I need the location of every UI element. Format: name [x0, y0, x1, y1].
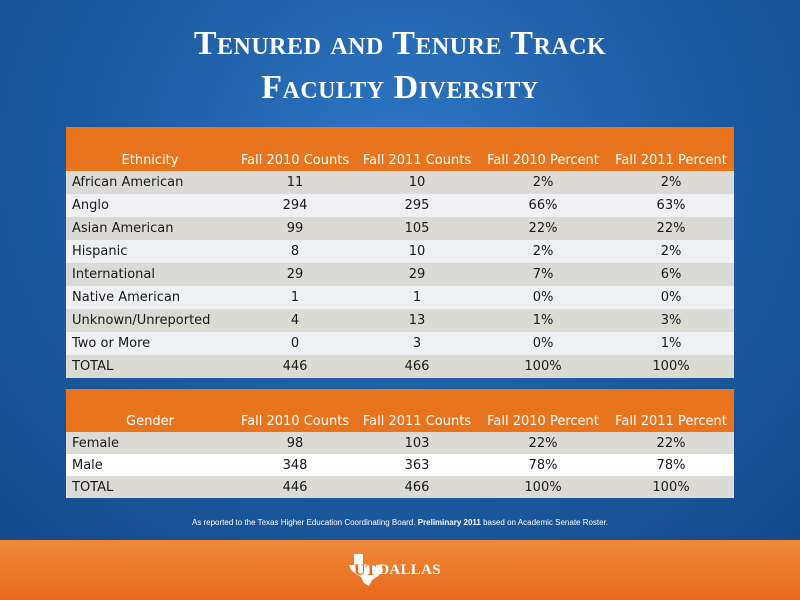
table-cell: 29	[356, 263, 478, 286]
column-header: Fall 2010 Counts	[234, 389, 356, 432]
table-cell: 98	[234, 432, 356, 454]
table-cell: 22%	[608, 432, 734, 454]
table-cell: 4	[234, 309, 356, 332]
table-cell: 0%	[478, 286, 608, 309]
table-cell: 295	[356, 194, 478, 217]
logo-ut-text: UT	[354, 562, 377, 579]
row-label: Female	[66, 432, 234, 454]
table-cell: 6%	[608, 263, 734, 286]
table-row: African American 11 10 2% 2%	[66, 171, 734, 194]
gender-table: Gender Fall 2010 Counts Fall 2011 Counts…	[66, 389, 734, 498]
total-row: TOTAL 446 466 100% 100%	[66, 355, 734, 378]
table-cell: 22%	[478, 432, 608, 454]
table-row: Asian American 99 105 22% 22%	[66, 217, 734, 240]
table-cell: 1	[234, 286, 356, 309]
column-header: Fall 2011 Percent	[608, 127, 734, 171]
table-cell: 78%	[478, 454, 608, 476]
row-label: Native American	[66, 286, 234, 309]
table-row: Female 98 103 22% 22%	[66, 432, 734, 454]
table-cell: 100%	[608, 355, 734, 378]
total-row: TOTAL 446 466 100% 100%	[66, 476, 734, 498]
table-cell: 0	[234, 332, 356, 355]
footnote-bold-text: Preliminary 2011	[417, 518, 481, 527]
table-cell: 446	[234, 355, 356, 378]
table-cell: 466	[356, 355, 478, 378]
table-cell: 78%	[608, 454, 734, 476]
logo-dallas-text: Dallas	[378, 561, 441, 578]
table-cell: 2%	[478, 240, 608, 263]
ethnicity-table: Ethnicity Fall 2010 Counts Fall 2011 Cou…	[66, 127, 734, 378]
footer-bar	[0, 540, 800, 600]
table-cell: 22%	[608, 217, 734, 240]
table-row: International 29 29 7% 6%	[66, 263, 734, 286]
table-cell: 1%	[608, 332, 734, 355]
table-cell: 22%	[478, 217, 608, 240]
table-cell: 13	[356, 309, 478, 332]
table-cell: 348	[234, 454, 356, 476]
table-cell: 100%	[478, 355, 608, 378]
table-row: Unknown/Unreported 4 13 1% 3%	[66, 309, 734, 332]
table-cell: 2%	[608, 171, 734, 194]
table-cell: 0%	[608, 286, 734, 309]
row-label: Anglo	[66, 194, 234, 217]
table-cell: 100%	[478, 476, 608, 498]
table-cell: 3	[356, 332, 478, 355]
source-footnote: As reported to the Texas Higher Educatio…	[0, 518, 800, 527]
table-cell: 1	[356, 286, 478, 309]
table-cell: 466	[356, 476, 478, 498]
row-label: TOTAL	[66, 476, 234, 498]
column-header: Fall 2010 Percent	[478, 127, 608, 171]
ut-dallas-logo: UT Dallas	[348, 552, 441, 588]
title-line-2: Faculty Diversity	[261, 69, 539, 106]
table-header-row: Gender Fall 2010 Counts Fall 2011 Counts…	[66, 389, 734, 432]
table-cell: 446	[234, 476, 356, 498]
table-row: Hispanic 8 10 2% 2%	[66, 240, 734, 263]
row-label: Male	[66, 454, 234, 476]
table-cell: 29	[234, 263, 356, 286]
row-label: Hispanic	[66, 240, 234, 263]
column-header: Fall 2011 Percent	[608, 389, 734, 432]
footnote-text-end: based on Academic Senate Roster.	[480, 518, 609, 527]
table-cell: 10	[356, 171, 478, 194]
slide-title: Tenured and Tenure Track Faculty Diversi…	[0, 22, 800, 110]
row-label: Asian American	[66, 217, 234, 240]
table-cell: 1%	[478, 309, 608, 332]
table-cell: 294	[234, 194, 356, 217]
row-label: TOTAL	[66, 355, 234, 378]
column-header: Gender	[66, 389, 234, 432]
texas-state-icon	[349, 554, 383, 586]
table-row: Two or More 0 3 0% 1%	[66, 332, 734, 355]
table-header-row: Ethnicity Fall 2010 Counts Fall 2011 Cou…	[66, 127, 734, 171]
table-cell: 363	[356, 454, 478, 476]
footnote-text: As reported to the Texas Higher Educatio…	[191, 518, 418, 527]
table-cell: 8	[234, 240, 356, 263]
row-label: African American	[66, 171, 234, 194]
table-cell: 103	[356, 432, 478, 454]
row-label: Two or More	[66, 332, 234, 355]
table-cell: 0%	[478, 332, 608, 355]
table-cell: 63%	[608, 194, 734, 217]
column-header: Ethnicity	[66, 127, 234, 171]
table-row: Male 348 363 78% 78%	[66, 454, 734, 476]
column-header: Fall 2011 Counts	[356, 127, 478, 171]
column-header: Fall 2011 Counts	[356, 389, 478, 432]
table-cell: 2%	[608, 240, 734, 263]
column-header: Fall 2010 Counts	[234, 127, 356, 171]
table-cell: 2%	[478, 171, 608, 194]
table-cell: 105	[356, 217, 478, 240]
column-header: Fall 2010 Percent	[478, 389, 608, 432]
row-label: International	[66, 263, 234, 286]
table-cell: 99	[234, 217, 356, 240]
title-line-1: Tenured and Tenure Track	[193, 25, 607, 62]
table-cell: 66%	[478, 194, 608, 217]
table-cell: 100%	[608, 476, 734, 498]
table-cell: 3%	[608, 309, 734, 332]
table-row: Native American 1 1 0% 0%	[66, 286, 734, 309]
table-cell: 10	[356, 240, 478, 263]
row-label: Unknown/Unreported	[66, 309, 234, 332]
table-row: Anglo 294 295 66% 63%	[66, 194, 734, 217]
table-cell: 7%	[478, 263, 608, 286]
table-cell: 11	[234, 171, 356, 194]
